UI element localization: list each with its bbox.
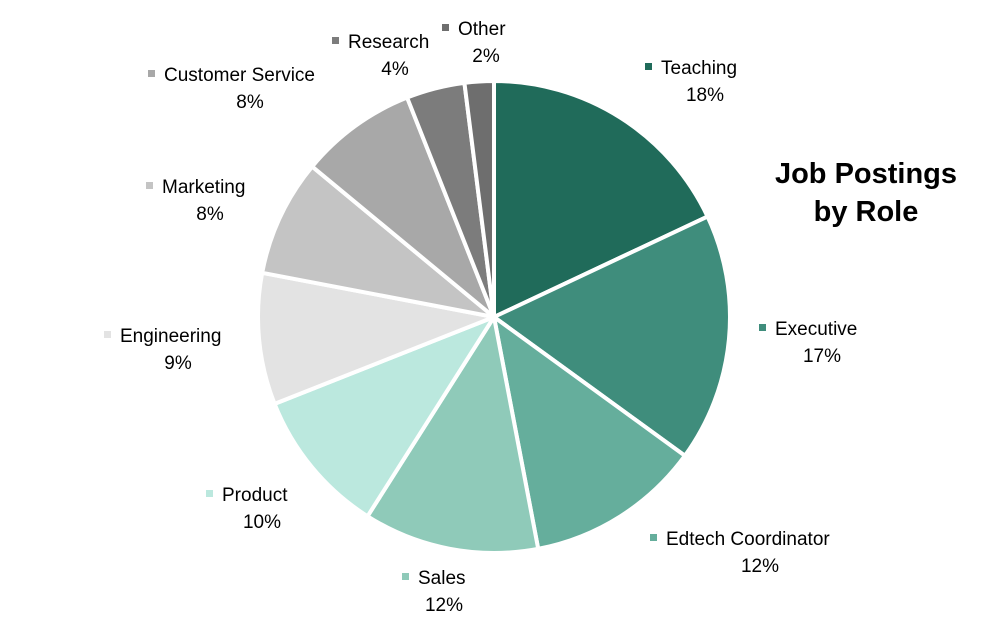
- slice-label-customer-service: Customer Service: [164, 65, 315, 86]
- slice-label-other: Other: [458, 19, 506, 40]
- slice-value-teaching: 18%: [686, 85, 724, 106]
- slice-label-marketing: Marketing: [162, 177, 245, 198]
- pie-slice-edtech-coordinator: [492, 315, 687, 551]
- chart-title-line-1: Job Postings: [775, 158, 957, 190]
- pie-slice-marketing: [260, 164, 496, 319]
- slice-marker-sales: [402, 573, 409, 580]
- slice-value-customer-service: 8%: [236, 92, 264, 113]
- slice-value-research: 4%: [381, 59, 409, 80]
- slice-label-edtech-coordinator: Edtech Coordinator: [666, 529, 830, 550]
- slice-marker-product: [206, 490, 213, 497]
- slice-marker-teaching: [645, 63, 652, 70]
- slice-label-engineering: Engineering: [120, 326, 221, 347]
- pie-slice-sales: [365, 315, 541, 555]
- slice-marker-executive: [759, 324, 766, 331]
- slice-marker-engineering: [104, 331, 111, 338]
- pie-slice-executive: [492, 214, 732, 458]
- slice-labels: Teaching 18% Executive 17% Edtech Coordinato…: [104, 19, 857, 616]
- slice-value-marketing: 8%: [196, 204, 224, 225]
- slice-value-executive: 17%: [803, 346, 841, 367]
- pie-slice-product: [272, 315, 496, 519]
- pie-slices: [256, 79, 732, 555]
- slice-value-engineering: 9%: [164, 353, 192, 374]
- slice-value-sales: 12%: [425, 595, 463, 616]
- slice-value-edtech-coordinator: 12%: [741, 556, 779, 577]
- slice-label-sales: Sales: [418, 568, 466, 589]
- pie-slice-teaching: [492, 79, 710, 319]
- slice-label-executive: Executive: [775, 319, 857, 340]
- slice-marker-edtech-coordinator: [650, 534, 657, 541]
- pie-slice-customer-service: [310, 95, 496, 319]
- slice-value-other: 2%: [472, 46, 500, 67]
- pie-slice-engineering: [256, 270, 496, 406]
- slice-label-teaching: Teaching: [661, 58, 737, 79]
- slice-label-product: Product: [222, 485, 288, 506]
- slice-marker-customer-service: [148, 70, 155, 77]
- pie-slice-other: [462, 79, 496, 319]
- slice-marker-other: [442, 24, 449, 31]
- slice-label-research: Research: [348, 32, 429, 53]
- slice-marker-marketing: [146, 182, 153, 189]
- slice-value-product: 10%: [243, 512, 281, 533]
- chart-title-line-2: by Role: [814, 196, 919, 228]
- slice-marker-research: [332, 37, 339, 44]
